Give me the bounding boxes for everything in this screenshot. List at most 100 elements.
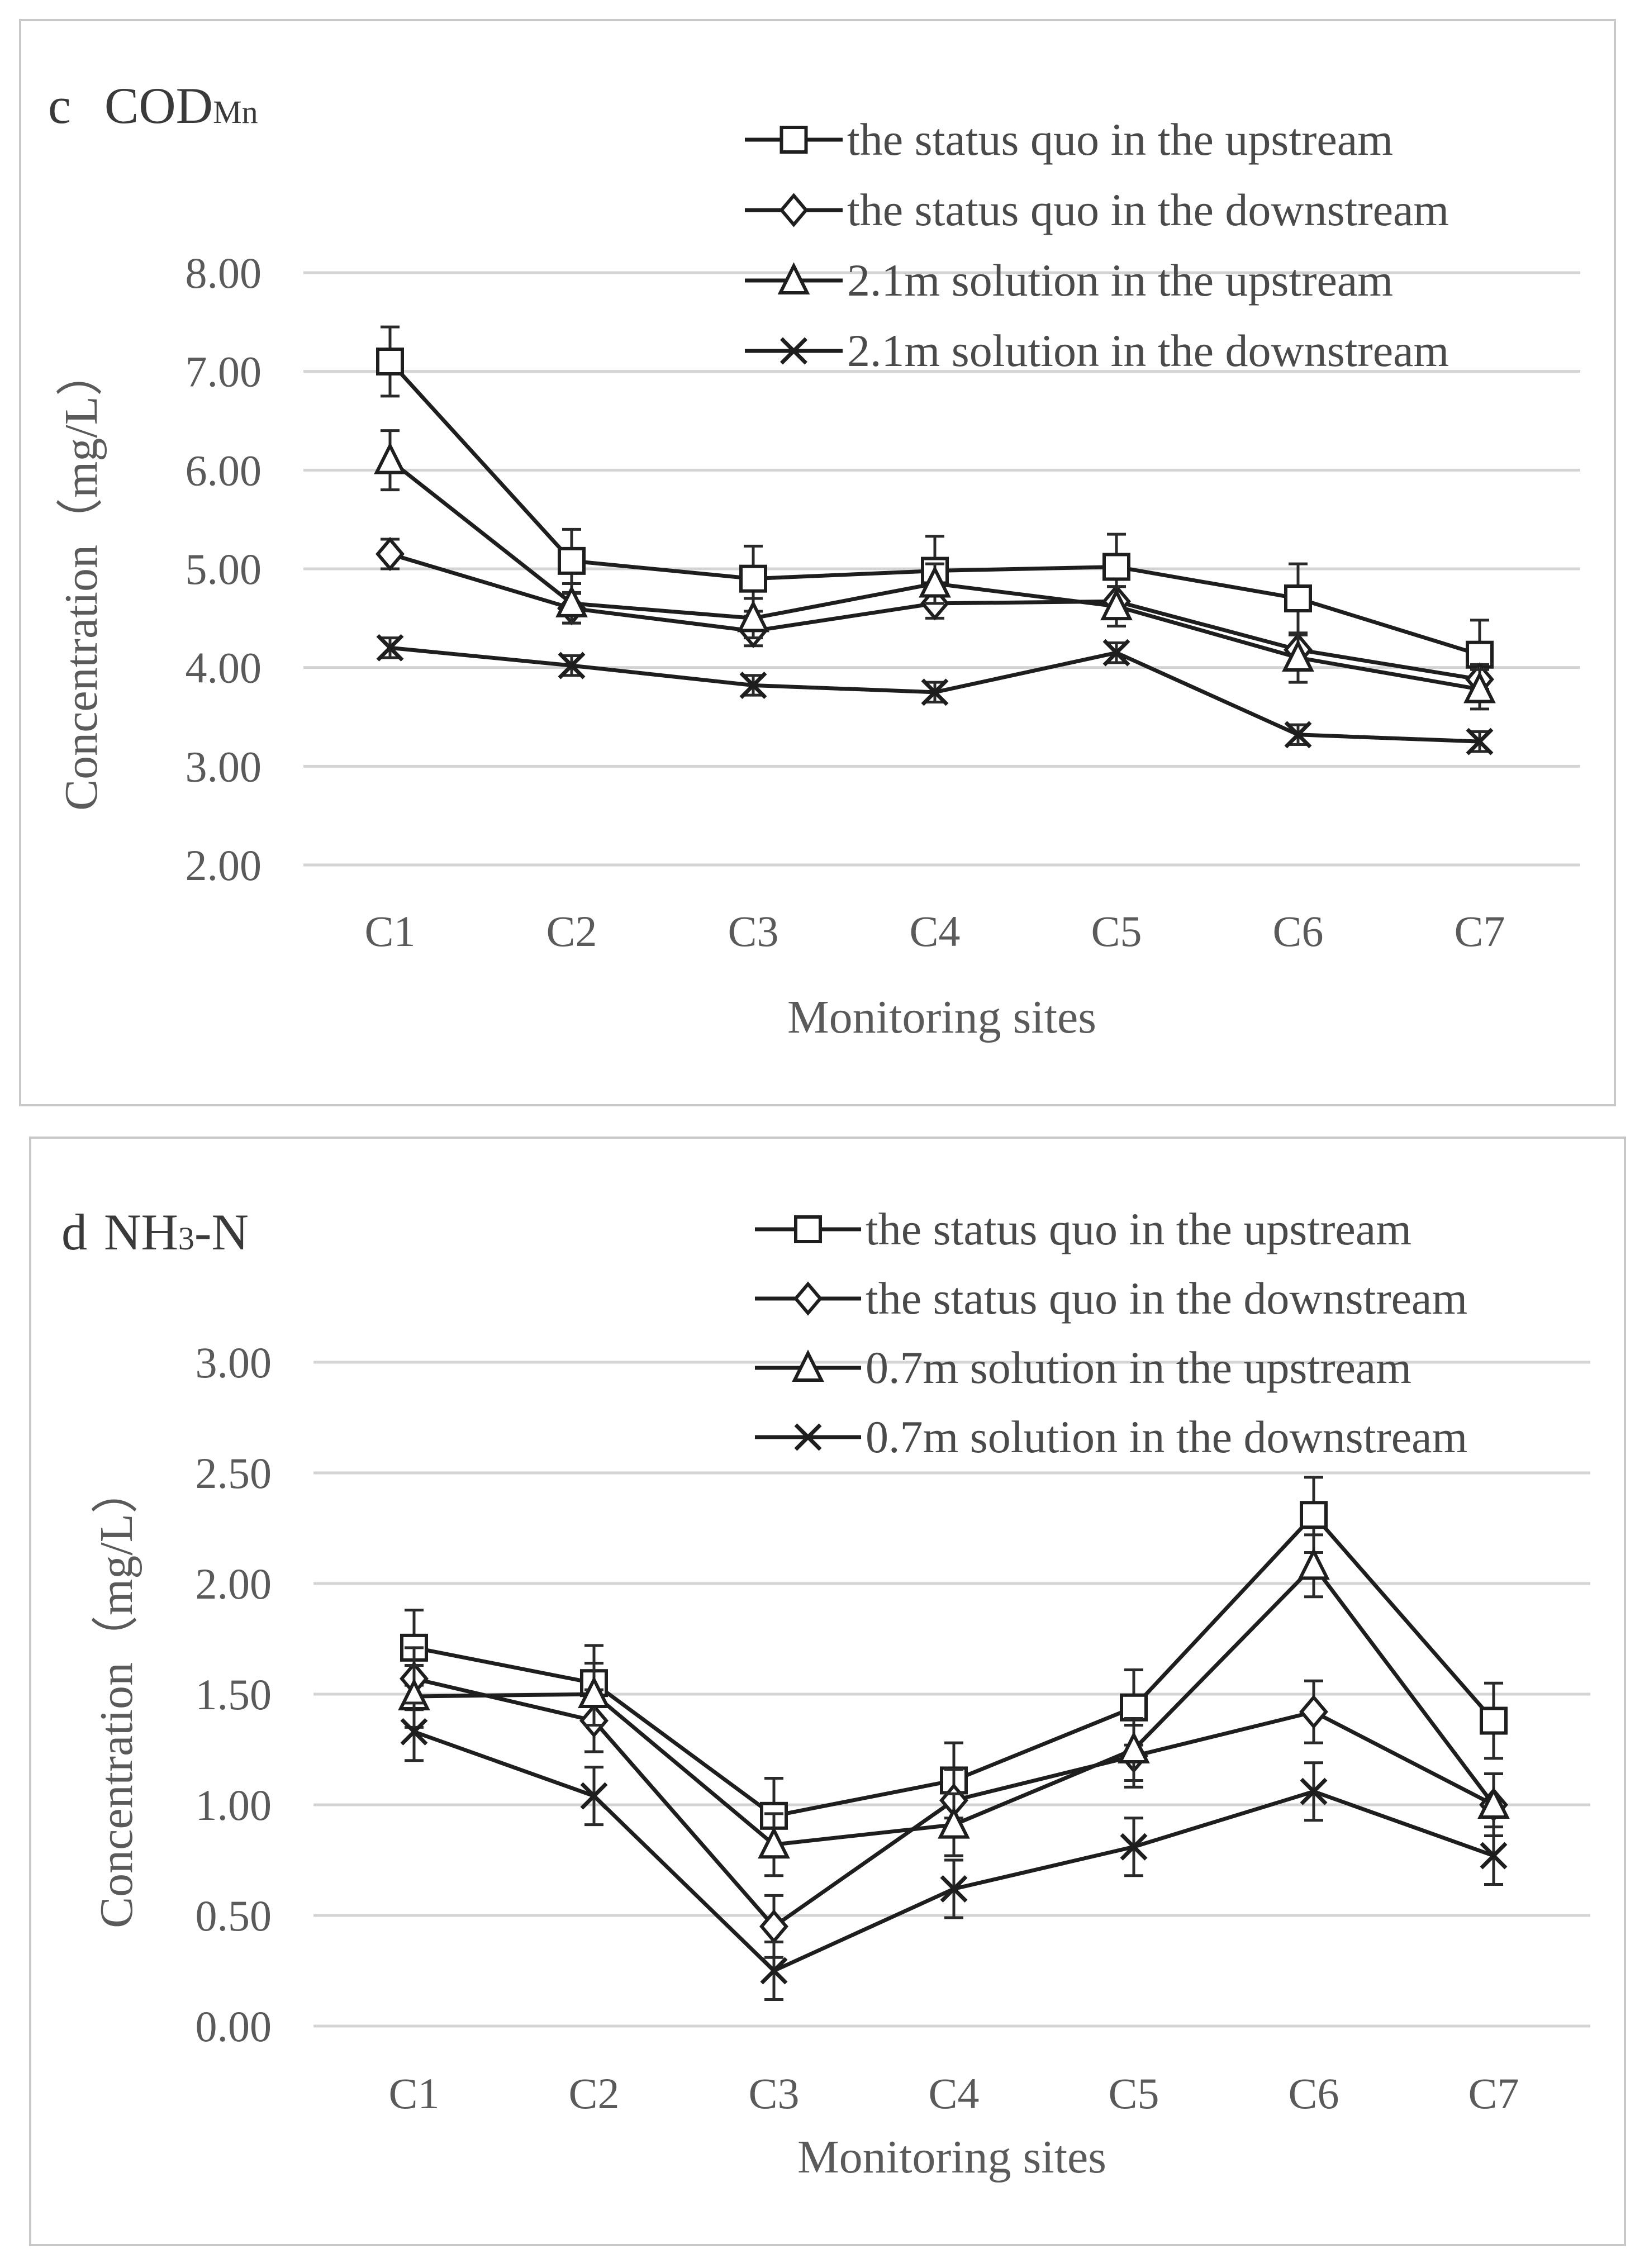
legend-marker — [792, 1349, 824, 1382]
legend-entry: 2.1m solution in the downstream — [745, 325, 1449, 376]
data-point — [1120, 1833, 1148, 1861]
y-tick-label: 6.00 — [186, 446, 262, 495]
series-x — [376, 634, 1494, 755]
panel-c-title-sub: Mn — [213, 94, 258, 130]
panel-c-title-main: COD — [104, 77, 213, 134]
data-point — [1480, 1706, 1508, 1735]
legend-marker — [793, 1281, 823, 1316]
legend-entry: 0.7m solution in the upstream — [755, 1342, 1411, 1393]
x-tick-label: C2 — [546, 907, 597, 955]
y-axis-label: Concentration（mg/L） — [55, 349, 107, 811]
y-tick-label: 3.00 — [196, 1338, 272, 1387]
data-point — [1118, 1731, 1150, 1763]
legend-entry: 2.1m solution in the upstream — [745, 255, 1393, 306]
y-tick-label: 2.00 — [196, 1559, 272, 1608]
data-point — [919, 565, 951, 598]
x-axis-label: Monitoring sites — [797, 2131, 1106, 2183]
panel-c-title: c CODMn — [48, 77, 258, 134]
data-point — [1463, 671, 1496, 703]
legend-label: the status quo in the upstream — [847, 114, 1393, 165]
y-axis-label: Concentration（mg/L） — [91, 1467, 142, 1928]
data-point — [760, 1957, 788, 1985]
data-point — [921, 678, 949, 706]
data-point — [376, 348, 404, 375]
legend-marker — [794, 1215, 822, 1243]
data-point — [1102, 639, 1130, 667]
data-point — [376, 634, 404, 662]
data-point — [1284, 584, 1312, 612]
legend-marker — [780, 337, 807, 365]
y-tick-label: 8.00 — [186, 249, 262, 297]
legend-marker — [779, 193, 809, 227]
x-tick-label: C6 — [1272, 907, 1323, 955]
data-point — [374, 441, 406, 474]
panel-d-title-sub: 3 — [178, 1220, 194, 1257]
data-point — [376, 536, 405, 572]
data-point — [578, 1676, 610, 1708]
data-point — [758, 1826, 790, 1859]
y-tick-label: 2.50 — [196, 1449, 272, 1497]
legend-label: the status quo in the downstream — [847, 184, 1449, 235]
data-point — [1480, 1842, 1508, 1870]
data-point — [558, 546, 586, 575]
x-tick-label: C7 — [1468, 2069, 1519, 2118]
data-point — [558, 652, 586, 679]
x-tick-label: C4 — [928, 2069, 979, 2118]
legend-marker — [777, 262, 810, 294]
chart-panel-c: c CODMn 2.00 3.00 4.00 5.00 6.00 7.00 8.00 C1 C2… — [19, 19, 1616, 1106]
series-x — [400, 1701, 1508, 2001]
legend-label: 2.1m solution in the upstream — [847, 255, 1393, 306]
x-tick-label: C1 — [388, 2069, 439, 2118]
legend-label: the status quo in the downstream — [866, 1273, 1467, 1324]
y-tick-label: 2.00 — [186, 841, 262, 890]
panel-c-letter: c — [48, 77, 71, 134]
chart-d-svg: d NH3-N 0.00 0.50 1.00 1.50 2.00 2.50 3.00 C1 C2… — [61, 1204, 1590, 2183]
data-point — [739, 671, 767, 699]
data-point — [400, 1718, 428, 1746]
data-point — [1100, 588, 1133, 621]
data-point — [737, 600, 769, 633]
legend-entry: the status quo in the upstream — [755, 1204, 1411, 1254]
legend-label: 0.7m solution in the upstream — [866, 1342, 1411, 1393]
x-tick-label: C5 — [1091, 907, 1142, 955]
data-point — [1282, 639, 1314, 672]
x-tick-label: C5 — [1108, 2069, 1159, 2118]
y-tick-label: 7.00 — [186, 348, 262, 396]
data-point — [1120, 1693, 1148, 1722]
y-tick-label: 3.00 — [186, 742, 262, 791]
data-point — [1477, 1786, 1510, 1819]
y-tick-label: 5.00 — [186, 545, 262, 593]
series-triangle — [398, 1533, 1510, 1877]
series-triangle — [374, 429, 1496, 711]
x-tick-label: C2 — [568, 2069, 619, 2118]
legend-entry: the status quo in the upstream — [745, 114, 1393, 165]
panel-d-title-tail: -N — [194, 1204, 249, 1261]
x-tick-label: C4 — [909, 907, 960, 955]
legend-entry: the status quo in the downstream — [745, 184, 1449, 235]
x-tick-label: C1 — [364, 907, 415, 955]
data-point — [1297, 1547, 1330, 1580]
x-tick-label: C3 — [728, 907, 778, 955]
legend-marker — [780, 126, 808, 154]
y-tick-label: 0.50 — [196, 1891, 272, 1940]
panel-d-letter: d — [61, 1204, 87, 1261]
data-point — [1299, 1695, 1328, 1729]
series-square — [376, 325, 1494, 691]
y-tick-label: 1.00 — [196, 1781, 272, 1829]
data-point — [1300, 1777, 1328, 1805]
legend-label: 2.1m solution in the downstream — [847, 325, 1449, 376]
y-tick-label: 0.00 — [196, 2002, 272, 2051]
data-point — [739, 564, 767, 593]
panel-d-title-main: NH — [104, 1204, 178, 1261]
legend-label: 0.7m solution in the downstream — [866, 1411, 1467, 1462]
x-tick-label: C6 — [1288, 2069, 1339, 2118]
y-tick-label: 1.50 — [196, 1670, 272, 1719]
data-point — [555, 585, 588, 617]
legend-entry: the status quo in the downstream — [755, 1273, 1467, 1324]
legend-label: the status quo in the upstream — [866, 1204, 1411, 1254]
x-tick-label: C7 — [1454, 907, 1505, 955]
data-point — [1284, 721, 1312, 749]
x-axis-label: Monitoring sites — [787, 991, 1096, 1043]
data-point — [1300, 1501, 1328, 1529]
data-point — [580, 1782, 608, 1810]
